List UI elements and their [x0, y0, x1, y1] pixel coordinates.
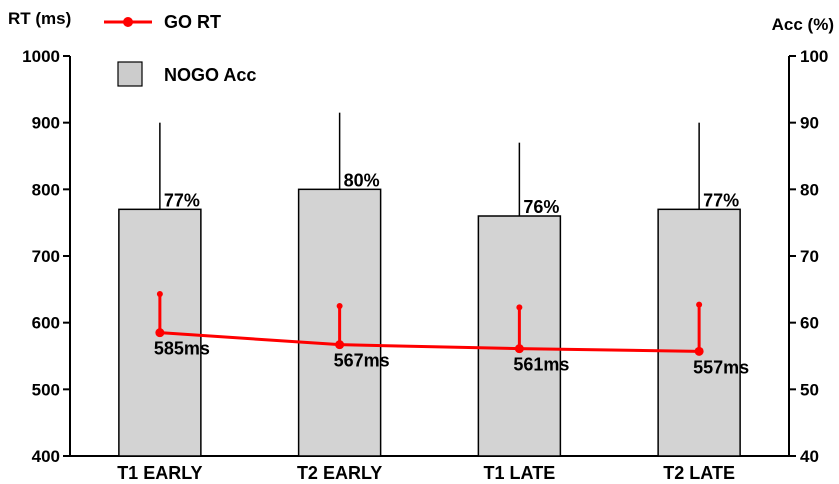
rt-data-label: 561ms: [513, 355, 569, 375]
category-label: T1 EARLY: [117, 463, 202, 483]
rt-data-label: 585ms: [154, 339, 210, 359]
legend-bar-swatch: [117, 61, 143, 87]
bar-data-label: 76%: [523, 197, 559, 217]
right-axis-ticks: 40 50 60 70 80 90 100: [789, 47, 828, 466]
right-tick-label: 100: [800, 47, 828, 66]
left-tick-label: 500: [32, 380, 60, 399]
rt-error-cap: [336, 303, 343, 309]
left-axis-title: RT (ms): [8, 9, 71, 28]
legend-line-marker: [123, 17, 133, 27]
legend-nogo-acc-label: NOGO Acc: [164, 65, 256, 85]
rt-error-cap: [156, 291, 163, 297]
right-axis-title: Acc (%): [772, 15, 834, 34]
bar-data-label: 77%: [164, 190, 200, 210]
right-tick-label: 40: [800, 447, 819, 466]
right-tick-label: 80: [800, 180, 819, 199]
left-tick-label: 1000: [22, 47, 60, 66]
rt-error-cap: [516, 304, 523, 311]
rt-point: [335, 340, 345, 350]
rt-series-line: [159, 331, 700, 353]
rt-data-label: 567ms: [334, 351, 390, 371]
rt-error-cap: [696, 301, 703, 308]
category-label: T2 EARLY: [297, 463, 382, 483]
left-tick-label: 400: [32, 447, 60, 466]
rt-point: [694, 346, 704, 356]
legend-go-rt-label: GO RT: [164, 12, 221, 32]
line-series: 585ms 567ms 561ms 557ms: [154, 291, 749, 377]
right-tick-label: 90: [800, 114, 819, 133]
left-axis-ticks: 400 500 600 700 800 900 1000: [22, 47, 70, 466]
left-tick-label: 800: [32, 180, 60, 199]
rt-point: [155, 328, 165, 338]
left-tick-label: 700: [32, 247, 60, 266]
category-labels: T1 EARLY T2 EARLY T1 LATE T2 LATE: [117, 463, 735, 483]
right-tick-label: 60: [800, 314, 819, 333]
category-label: T2 LATE: [663, 463, 735, 483]
category-label: T1 LATE: [484, 463, 556, 483]
bar-data-label: 77%: [703, 190, 739, 210]
rt-data-label: 557ms: [693, 357, 749, 377]
right-tick-label: 50: [800, 380, 819, 399]
bar-series: 77% 80% 76% 77%: [118, 112, 741, 457]
right-tick-label: 70: [800, 247, 819, 266]
left-tick-label: 600: [32, 314, 60, 333]
rt-point: [514, 344, 524, 354]
legend: GO RT NOGO Acc: [104, 12, 256, 87]
left-tick-label: 900: [32, 114, 60, 133]
bar-data-label: 80%: [344, 170, 380, 190]
